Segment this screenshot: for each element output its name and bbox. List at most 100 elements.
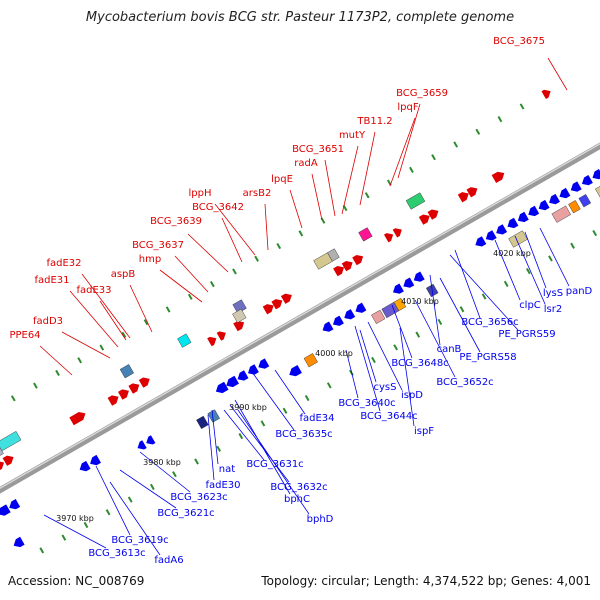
scale-ticks: [10, 90, 598, 554]
scale-tick: [238, 433, 244, 440]
reverse-callout-line: [449, 254, 519, 331]
forward-gene-box: [327, 248, 340, 262]
reverse-gene-label: fadE30: [205, 480, 240, 491]
scale-tick: [519, 103, 525, 110]
reverse-gene-label: BCG_3632c: [270, 482, 327, 493]
reverse-gene-arrow: [344, 309, 356, 320]
reverse-gene-label: BCG_3621c: [157, 508, 214, 519]
reverse-callout-line: [539, 227, 570, 287]
reverse-callout-line: [514, 235, 546, 305]
reverse-gene-box: [578, 194, 592, 208]
reverse-gene-label: ispD: [401, 390, 423, 401]
forward-gene-arrow: [427, 209, 439, 220]
forward-gene-arrow: [280, 293, 292, 304]
forward-gene-label: BCG_3642: [192, 202, 244, 213]
reverse-gene-label: BCG_3652c: [436, 377, 493, 388]
reverse-callout-line: [229, 404, 290, 483]
reverse-strand-genes: [0, 169, 600, 548]
reverse-gene-label: PE_PGRS59: [498, 329, 555, 340]
reverse-gene-arrow: [0, 504, 11, 516]
reverse-callout-line: [95, 465, 131, 536]
forward-callout-line: [187, 233, 229, 273]
reverse-gene-arrow: [355, 302, 367, 313]
reverse-gene-label: bphC: [284, 494, 310, 505]
scale-label: 4010 kbp: [401, 297, 439, 306]
reverse-gene-arrow: [90, 454, 101, 466]
reverse-gene-label: fadA6: [154, 555, 183, 566]
forward-callout-line: [81, 273, 131, 339]
forward-gene-arrow: [69, 412, 86, 426]
reverse-gene-arrow: [215, 381, 229, 394]
forward-gene-box: [405, 192, 426, 210]
reverse-callout-line: [399, 327, 415, 427]
scale-tick: [371, 356, 376, 364]
forward-gene-label: aspB: [111, 269, 136, 280]
reverse-gene-label: ispF: [414, 426, 434, 437]
scale-tick: [497, 116, 503, 123]
forward-callout-line: [159, 269, 203, 303]
reverse-gene-label: clpC: [519, 300, 541, 311]
scale-tick: [453, 141, 459, 148]
reverse-callout-line: [524, 231, 547, 289]
reverse-gene-arrow: [559, 187, 571, 199]
forward-callout-line: [264, 203, 269, 251]
forward-gene-label: lpqE: [271, 174, 293, 185]
forward-gene-box: [0, 431, 22, 452]
forward-callout-line: [61, 331, 111, 359]
reverse-callout-line: [223, 409, 265, 461]
reverse-gene-box: [594, 180, 600, 198]
reverse-gene-label: BCG_3644c: [360, 411, 417, 422]
reverse-gene-arrow: [226, 375, 239, 388]
scale-tick: [55, 369, 60, 377]
forward-gene-label: arsB2: [243, 188, 272, 199]
scale-tick: [39, 547, 45, 554]
reverse-gene-arrow: [549, 193, 560, 205]
forward-gene-label: fadE31: [34, 275, 69, 286]
scale-tick: [409, 166, 414, 173]
reverse-gene-label: nat: [219, 464, 235, 475]
forward-gene-box: [119, 364, 134, 379]
scale-tick: [165, 306, 171, 313]
scale-tick: [525, 268, 531, 275]
reverse-callout-line: [429, 274, 441, 346]
scale-tick: [172, 471, 177, 478]
forward-gene-arrow: [352, 254, 364, 266]
reverse-gene-arrow: [507, 217, 519, 229]
scale-tick: [194, 458, 199, 465]
scale-tick: [77, 357, 83, 364]
reverse-gene-arrow: [146, 435, 156, 445]
forward-gene-arrow: [207, 336, 217, 347]
forward-gene-arrow: [333, 265, 345, 277]
scale-tick: [475, 128, 481, 135]
reverse-gene-label: BCG_3613c: [88, 548, 145, 559]
forward-gene-arrow: [392, 228, 402, 238]
reverse-gene-arrow: [403, 277, 415, 288]
forward-gene-label: fadE32: [46, 258, 81, 269]
reverse-callout-line: [237, 409, 310, 515]
reverse-gene-arrow: [237, 370, 249, 381]
topology-label: Topology: circular; Length: 4,374,522 bp…: [261, 574, 591, 588]
reverse-gene-arrow: [592, 169, 600, 180]
reverse-gene-label: BCG_3619c: [111, 535, 168, 546]
forward-gene-arrow: [466, 187, 478, 198]
forward-callout-line: [341, 145, 359, 215]
forward-callout-line: [397, 103, 421, 179]
reverse-callout-line: [439, 277, 481, 353]
reverse-gene-arrow: [332, 315, 344, 326]
forward-gene-arrow: [457, 192, 469, 203]
forward-callout-line: [69, 290, 119, 348]
reverse-callout-line: [345, 349, 359, 399]
forward-gene-label: fadE33: [76, 285, 111, 296]
forward-gene-label: lppH: [189, 188, 212, 199]
reverse-callout-line: [391, 304, 413, 359]
scale-tick: [99, 344, 105, 351]
reverse-gene-label: BCG_3631c: [246, 459, 303, 470]
reverse-gene-box: [393, 297, 407, 312]
reverse-gene-box: [371, 309, 386, 324]
reverse-gene-arrow: [485, 230, 497, 241]
scale-tick: [570, 242, 575, 249]
scale-tick: [459, 306, 465, 313]
scale-tick: [437, 318, 443, 326]
reverse-callout-line: [109, 481, 161, 556]
forward-gene-arrow: [341, 260, 353, 272]
